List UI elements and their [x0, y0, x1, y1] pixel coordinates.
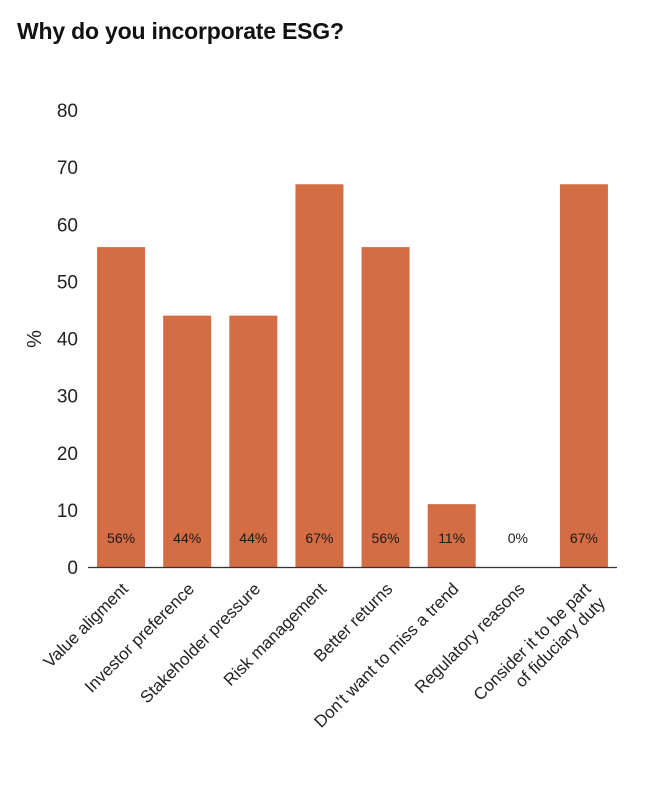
bar — [295, 184, 344, 567]
y-tick-label: 40 — [57, 330, 78, 351]
y-tick-label: 0 — [67, 558, 78, 579]
category-label-line: Investor preference — [81, 579, 198, 696]
data-labels: 56% 44% 44% 67% 56% 11% 0% 67% — [107, 530, 598, 546]
chart-title: Why do you incorporate ESG? — [17, 18, 344, 44]
data-label: 11% — [438, 530, 465, 546]
y-tick-label: 10 — [57, 501, 78, 522]
category-label: Investor preference — [81, 579, 198, 696]
bar — [559, 184, 608, 567]
y-tick-label: 60 — [57, 215, 78, 236]
data-label: 67% — [305, 530, 333, 546]
y-axis-ticks: 0 10 20 30 40 50 60 70 80 — [57, 101, 78, 579]
data-label: 56% — [372, 530, 400, 546]
category-label-line: Stakeholder pressure — [136, 579, 264, 707]
y-axis-title: % — [24, 330, 46, 348]
category-label: Consider it to be partof fiduciary duty — [470, 579, 610, 719]
bars — [97, 184, 608, 567]
data-label: 56% — [107, 530, 135, 546]
bar — [163, 315, 212, 567]
y-tick-label: 20 — [57, 444, 78, 465]
bar — [97, 247, 146, 567]
data-label: 0% — [508, 530, 528, 546]
category-label-line: Regulatory reasons — [411, 579, 529, 697]
bar — [229, 315, 278, 567]
data-label: 67% — [570, 530, 598, 546]
bar — [427, 504, 476, 567]
y-tick-label: 70 — [57, 158, 78, 179]
y-tick-label: 80 — [57, 101, 78, 122]
bar — [361, 247, 410, 567]
y-tick-label: 30 — [57, 387, 78, 408]
y-tick-label: 50 — [57, 272, 78, 293]
category-label: Regulatory reasons — [411, 579, 529, 697]
category-label-line: Consider it to be part — [470, 579, 595, 704]
category-label: Stakeholder pressure — [136, 579, 264, 707]
data-label: 44% — [173, 530, 201, 546]
data-label: 44% — [239, 530, 267, 546]
